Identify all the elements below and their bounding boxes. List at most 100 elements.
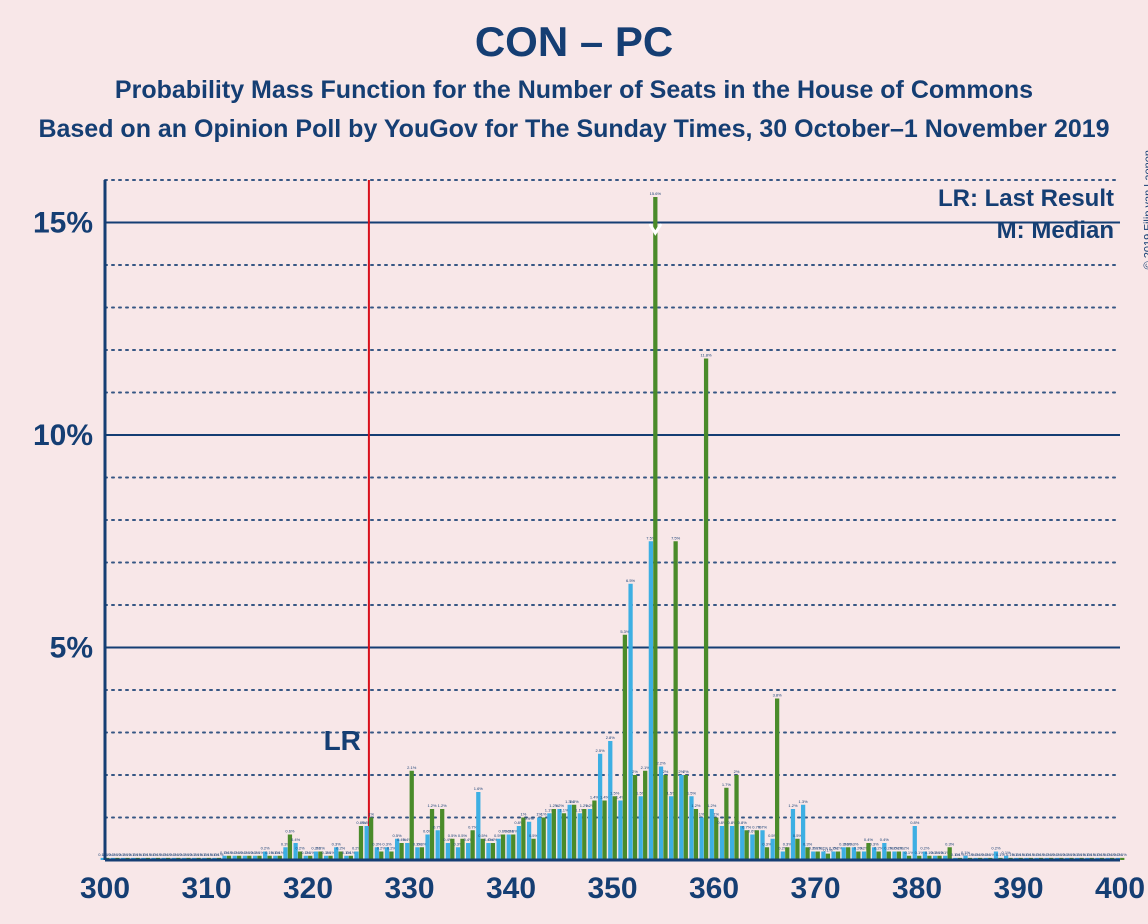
bar-blue [283, 847, 287, 860]
bar-green [552, 809, 556, 860]
bar-blue [649, 541, 653, 860]
bar-blue [669, 796, 673, 860]
bar-green [471, 830, 475, 860]
bar-blue [415, 847, 419, 860]
bar-green [755, 830, 759, 860]
legend-lr: LR: Last Result [938, 185, 1114, 212]
pmf-bar-chart: 0.1%0.1%0.1%0.1%0.1%0.1%0.1%0.1%0.1%0.1%… [0, 0, 1148, 924]
x-tick-label: 350 [587, 872, 637, 905]
bar-blue [771, 839, 775, 860]
bar-value-label: 0.6% [285, 829, 295, 834]
bar-blue [801, 805, 805, 860]
bar-green [1120, 858, 1124, 860]
bar-blue [507, 835, 511, 861]
bar-green [745, 830, 749, 860]
y-tick-label: 10% [33, 419, 93, 452]
bar-value-label: 7.5% [671, 535, 681, 540]
bar-value-label: 2% [683, 769, 689, 774]
bar-green [633, 775, 637, 860]
bar-value-label: 0.4% [291, 837, 301, 842]
bar-green [765, 847, 769, 860]
bar-green [572, 805, 576, 860]
bar-blue [557, 809, 561, 860]
x-tick-label: 320 [283, 872, 333, 905]
bar-value-label: 2.1% [407, 765, 417, 770]
bar-value-label: 1% [541, 812, 547, 817]
bar-green [501, 835, 505, 861]
x-tick-label: 390 [993, 872, 1043, 905]
bar-value-label: 3.8% [773, 693, 783, 698]
x-tick-label: 360 [689, 872, 739, 905]
bar-green [562, 813, 566, 860]
bar-green [369, 818, 373, 861]
bar-blue [476, 792, 480, 860]
bar-value-label: 6.5% [626, 578, 636, 583]
bar-value-label: 1.2% [438, 803, 448, 808]
bar-value-label: 0.9% [525, 816, 535, 821]
bar-value-label: 1.2% [691, 803, 701, 808]
bar-blue [618, 801, 622, 861]
bar-green [592, 801, 596, 861]
bar-blue [568, 805, 572, 860]
bar-blue [405, 843, 409, 860]
bar-green [663, 775, 667, 860]
bar-value-label: 0.1% [1118, 852, 1128, 857]
bar-blue [547, 813, 551, 860]
bar-green [795, 839, 799, 860]
x-tick-label: 400 [1095, 872, 1145, 905]
bar-green [704, 359, 708, 861]
bar-blue [517, 826, 521, 860]
bar-value-label: 1.5% [687, 790, 697, 795]
bar-value-label: 0.8% [910, 820, 920, 825]
bar-value-label: 1.2% [427, 803, 437, 808]
bar-value-label: 0.2% [991, 846, 1001, 851]
bar-value-label: 2.5% [596, 748, 606, 753]
bar-green [420, 847, 424, 860]
bar-value-label: 0.3% [945, 841, 955, 846]
bar-blue [537, 818, 541, 861]
bar-blue [659, 767, 663, 861]
y-tick-label: 15% [33, 207, 93, 240]
bar-green [602, 801, 606, 861]
bar-value-label: 0.4% [880, 837, 890, 842]
bar-blue [608, 741, 612, 860]
bar-green [694, 809, 698, 860]
bar-value-label: 1.2% [788, 803, 798, 808]
bar-blue [750, 835, 754, 861]
bar-value-label: 15.6% [650, 191, 662, 196]
bar-green [531, 839, 535, 860]
legend-m: M: Median [997, 217, 1114, 244]
bar-blue [588, 809, 592, 860]
bar-value-label: 2% [734, 769, 740, 774]
x-tick-label: 300 [80, 872, 130, 905]
bar-blue [628, 584, 632, 860]
bar-green [542, 818, 546, 861]
bar-value-label: 1.3% [570, 799, 580, 804]
bar-green [410, 771, 414, 860]
bar-value-label: 1.3% [799, 799, 809, 804]
bar-green [775, 699, 779, 861]
bar-green [521, 818, 525, 861]
bar-green [582, 809, 586, 860]
x-tick-label: 380 [892, 872, 942, 905]
x-tick-label: 310 [181, 872, 231, 905]
bar-green [684, 775, 688, 860]
bar-value-label: 1% [368, 812, 374, 817]
bar-value-label: 1.6% [474, 786, 484, 791]
bar-green [491, 843, 495, 860]
bar-blue [913, 826, 917, 860]
bar-value-label: 2.8% [606, 735, 616, 740]
bar-green [785, 847, 789, 860]
bar-blue [456, 847, 460, 860]
bar-green [359, 826, 363, 860]
bar-blue [740, 826, 744, 860]
bar-green [399, 843, 403, 860]
lr-label: LR [324, 725, 361, 756]
bar-value-label: 1.2% [707, 803, 717, 808]
bar-blue [365, 826, 369, 860]
bar-green [623, 635, 627, 860]
bar-blue [710, 809, 714, 860]
bar-value-label: 11.8% [701, 353, 712, 358]
bar-value-label: 0.5% [448, 833, 458, 838]
bar-blue [730, 826, 734, 860]
